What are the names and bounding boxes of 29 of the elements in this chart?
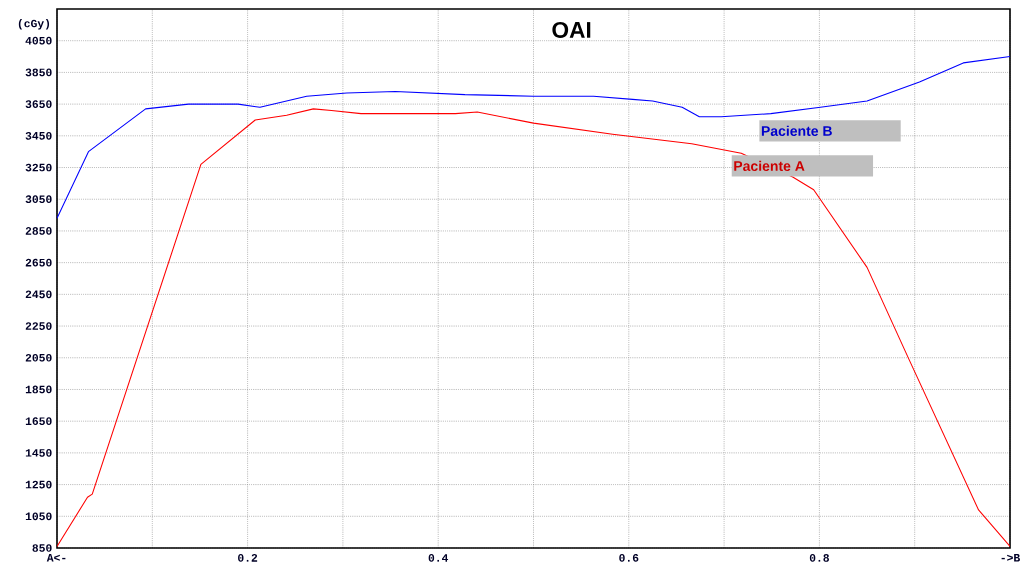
y-tick-label: 1850: [25, 385, 52, 394]
y-axis-title: (cGy): [18, 19, 50, 30]
x-tick-label: 0.6: [619, 554, 639, 562]
y-tick-label: 2650: [25, 258, 52, 267]
y-tick-label: 2450: [25, 290, 52, 299]
y-tick-label: 1250: [25, 480, 52, 489]
chart-title: OAI: [552, 21, 591, 38]
y-tick-label: 3050: [25, 195, 52, 204]
y-tick-label: 3650: [25, 100, 52, 108]
y-tick-label: 1450: [25, 449, 52, 457]
y-tick-label: 1650: [25, 417, 52, 426]
y-tick-label: 2050: [25, 353, 52, 362]
line-series: [57, 108, 1011, 547]
x-tick-label: ->B: [1001, 554, 1020, 562]
y-tick-label: 4050: [25, 36, 52, 45]
series-label: Paciente B: [761, 125, 832, 136]
x-tick-label: A<-: [46, 554, 66, 562]
y-tick-label: 3850: [25, 68, 52, 77]
line-series: [57, 56, 1011, 219]
y-tick-label: 3250: [25, 163, 52, 172]
y-tick-label: 2250: [25, 322, 52, 330]
y-tick-label: 850: [32, 544, 52, 552]
x-tick-label: 0.4: [428, 554, 449, 562]
x-tick-label: 0.2: [238, 554, 258, 562]
y-tick-label: 2850: [25, 227, 52, 235]
series-label: Paciente A: [734, 160, 805, 171]
y-tick-label: 3450: [25, 131, 52, 140]
x-tick-label: 0.8: [809, 554, 829, 562]
y-tick-label: 1050: [25, 512, 52, 521]
